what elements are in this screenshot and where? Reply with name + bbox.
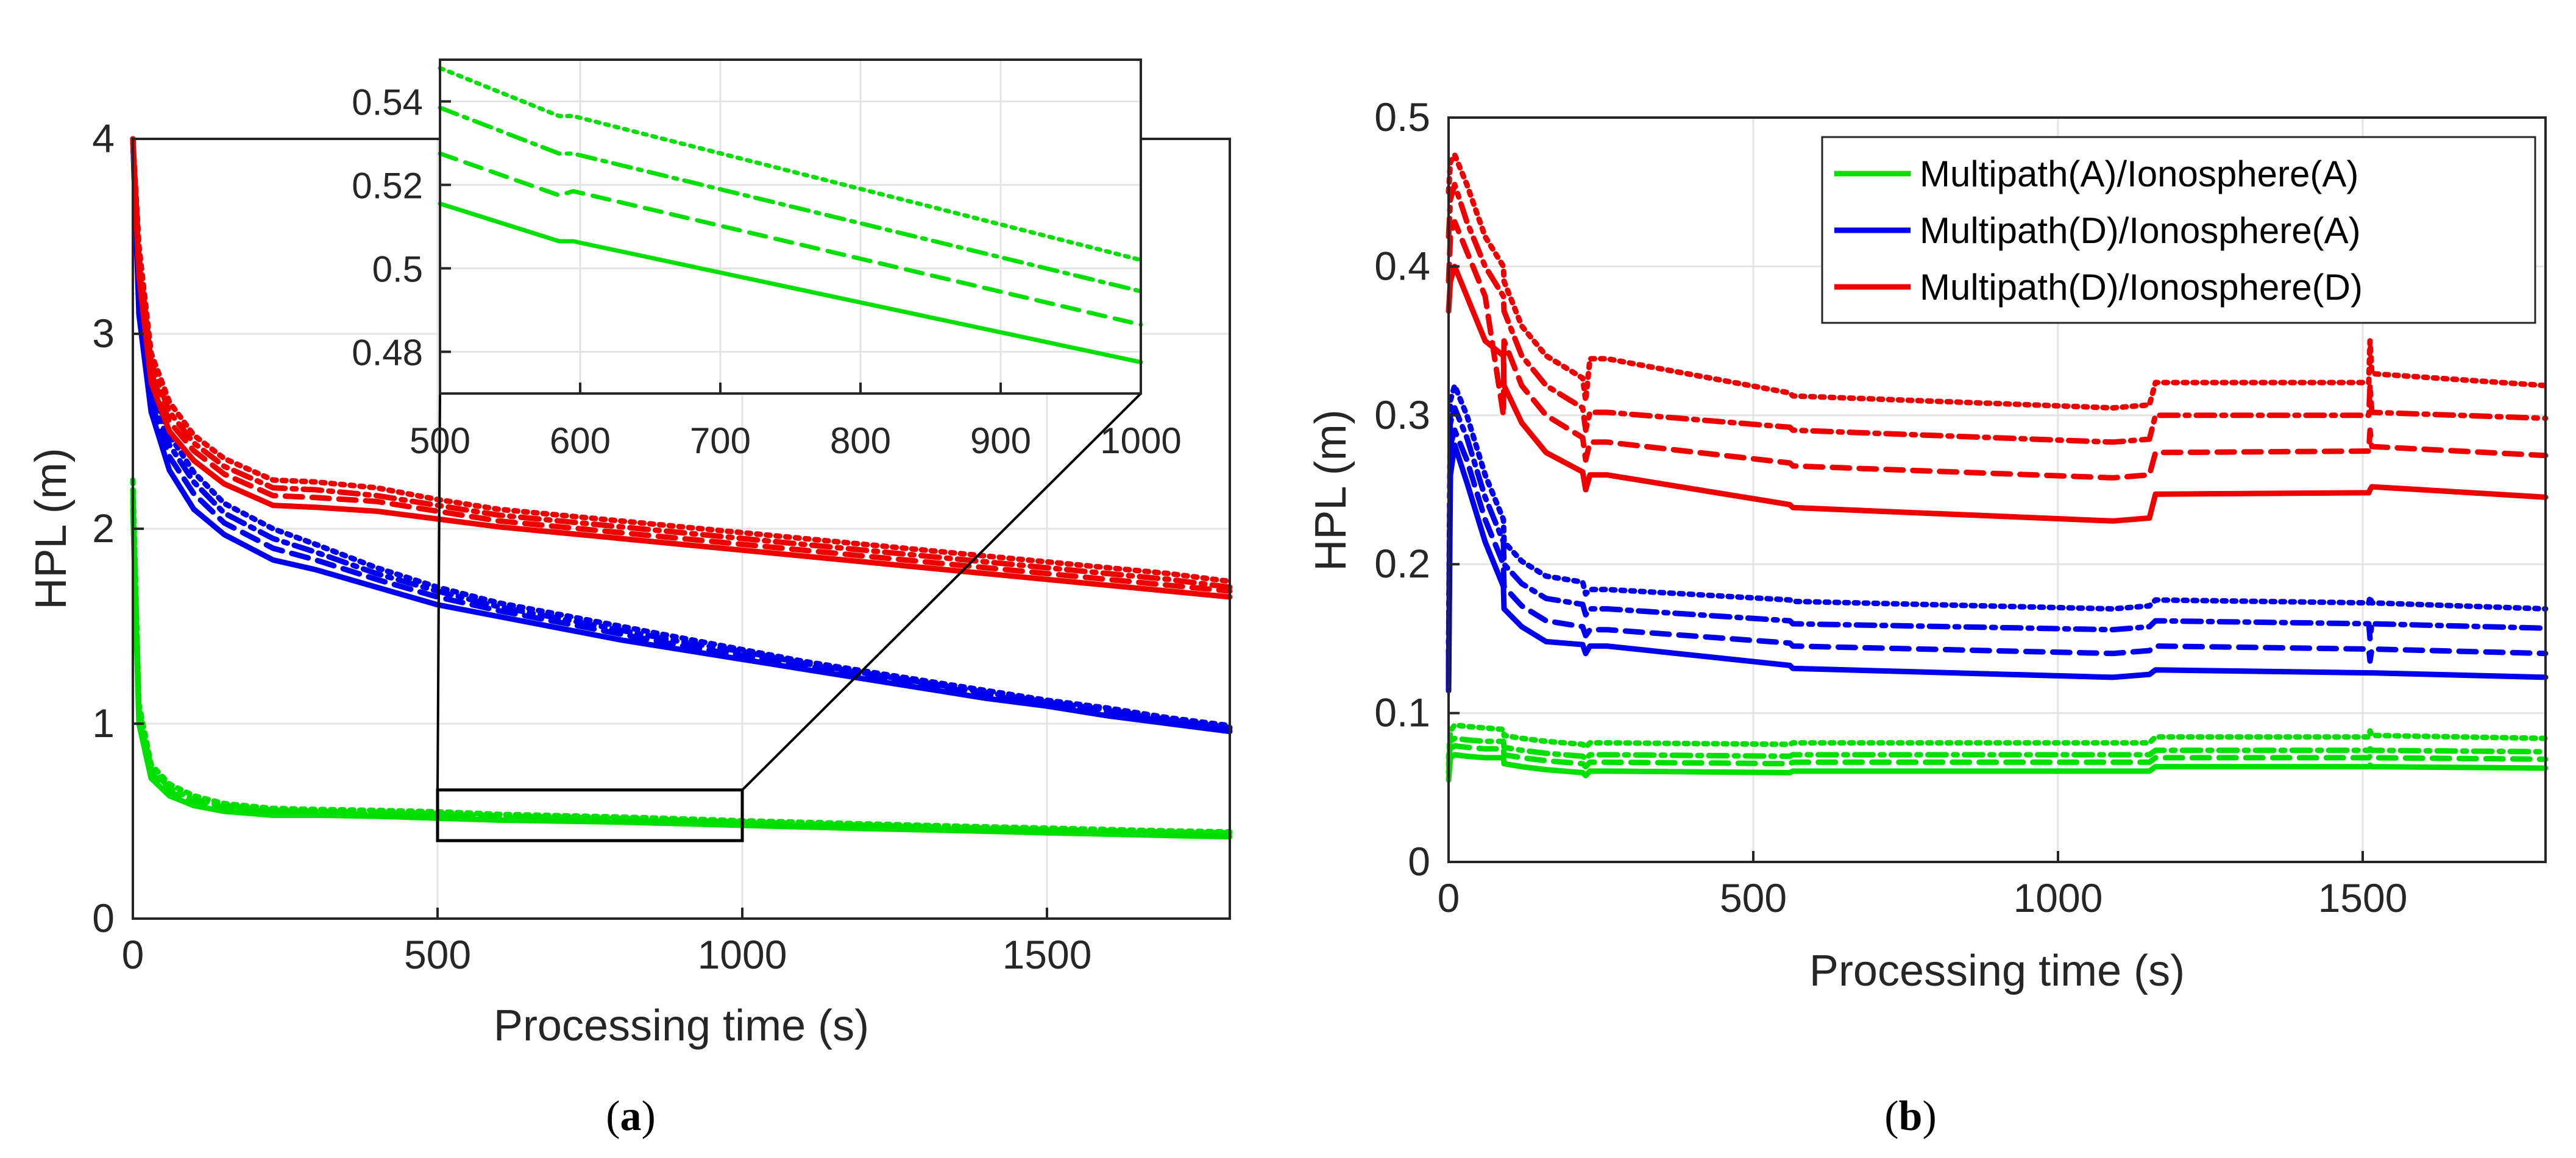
y-tick-label: 0.1 <box>1374 690 1430 735</box>
series-line-dashdot <box>1446 735 2549 768</box>
y-tick-label: 3 <box>92 311 115 356</box>
panel-a-inset: 500 600 700 800 900 1000 0.48 0.5 0.52 0.54 <box>352 58 1182 462</box>
inset-ticks: 500 600 700 800 900 1000 0.48 0.5 0.52 0.54 <box>352 82 1182 462</box>
series-line-dashdot <box>1446 405 2549 671</box>
panel-b-ylabel: HPL (m) <box>1307 409 1355 571</box>
y-tick-label: 0.2 <box>1374 541 1430 586</box>
panel-a: 0 500 1000 1500 0 1 2 3 4 Processing time (s) HP… <box>27 58 1233 1140</box>
zoom-connector-right <box>741 392 1142 791</box>
y-tick-label: 4 <box>92 116 115 161</box>
panel-a-label: (a) <box>606 1093 656 1140</box>
series-line-solid <box>1446 752 2549 783</box>
panel-b-series <box>1446 152 2549 783</box>
legend-box <box>1821 136 2536 324</box>
panel-b-xlabel: Processing time (s) <box>1809 947 2185 995</box>
x-tick-label: 700 <box>690 420 751 461</box>
legend-label: Multipath(D)/Ionosphere(A) <box>1920 210 2361 251</box>
legend-label: Multipath(D)/Ionosphere(D) <box>1920 267 2363 308</box>
inset-axes-frame <box>439 58 1142 395</box>
y-tick-label: 0.52 <box>352 166 423 207</box>
series-line-dashed <box>1446 743 2549 775</box>
x-tick-label: 800 <box>830 420 891 461</box>
legend-entries: Multipath(A)/Ionosphere(A) Multipath(D)/I… <box>1834 154 2363 308</box>
y-tick-label: 1 <box>92 701 115 746</box>
y-tick-label: 0.3 <box>1374 392 1430 437</box>
x-tick-label: 500 <box>1720 875 1787 920</box>
legend: Multipath(A)/Ionosphere(A) Multipath(D)/I… <box>1821 136 2536 324</box>
series-line-solid <box>130 136 1233 735</box>
series-line-dotted <box>130 477 1233 835</box>
legend-label: Multipath(A)/Ionosphere(A) <box>1920 154 2358 194</box>
panel-b-label: (b) <box>1884 1093 1937 1140</box>
series-line-dashed <box>1446 427 2549 687</box>
x-tick-label: 1000 <box>1100 420 1181 461</box>
x-tick-label: 600 <box>550 420 611 461</box>
y-tick-label: 0.5 <box>1374 94 1430 139</box>
panel-a-xlabel: Processing time (s) <box>494 1001 869 1050</box>
series-line-dotted <box>1446 722 2549 761</box>
x-tick-label: 1500 <box>2318 875 2408 920</box>
y-tick-label: 0 <box>92 895 115 941</box>
panel-b: 0 500 1000 1500 0 0.1 0.2 0.3 0.4 0.5 Processing … <box>1307 94 2549 1140</box>
y-tick-label: 2 <box>92 506 115 551</box>
panel-a-zoom-indicator <box>436 392 1142 842</box>
y-tick-label: 0.5 <box>372 249 423 290</box>
series-line-solid <box>130 136 1233 600</box>
panel-a-series <box>130 136 1233 840</box>
zoom-box <box>436 788 744 842</box>
x-tick-label: 0 <box>122 932 144 977</box>
x-tick-label: 0 <box>1438 875 1460 920</box>
series-line-dashdot <box>130 136 1233 730</box>
series-line-dashdot <box>438 105 1143 294</box>
series-line-dashed <box>438 151 1143 327</box>
series-line-dashdot <box>130 136 1233 590</box>
series-line-dotted <box>130 136 1233 729</box>
series-line-solid <box>1446 442 2549 694</box>
series-line-dotted <box>1446 152 2549 411</box>
x-tick-label: 500 <box>410 420 470 461</box>
panel-b-axes-frame <box>1447 116 2547 863</box>
y-tick-label: 0.48 <box>352 333 423 373</box>
zoom-connector-left <box>436 393 441 790</box>
y-tick-label: 0.54 <box>352 82 423 123</box>
series-line-dotted <box>130 136 1233 584</box>
x-tick-label: 1500 <box>1002 932 1092 977</box>
series-line-dashdot <box>1446 182 2549 445</box>
x-tick-label: 900 <box>970 420 1031 461</box>
series-line-dotted <box>438 66 1143 263</box>
series-line-dashed <box>130 136 1233 594</box>
x-tick-label: 1000 <box>2014 875 2103 920</box>
x-tick-label: 1000 <box>698 932 787 977</box>
panel-a-ylabel: HPL (m) <box>27 448 76 609</box>
series-line-dashed <box>1446 219 2549 481</box>
panel-a-ticks: 0 500 1000 1500 0 1 2 3 4 <box>92 116 1091 977</box>
series-line-dotted <box>1446 383 2549 657</box>
x-tick-label: 500 <box>404 932 471 977</box>
inset-series <box>438 66 1143 365</box>
panel-b-ticks: 0 500 1000 1500 0 0.1 0.2 0.3 0.4 0.5 <box>1374 94 2407 920</box>
series-line-solid <box>438 201 1143 365</box>
y-tick-label: 0 <box>1408 839 1430 884</box>
y-tick-label: 0.4 <box>1374 243 1430 288</box>
inset-background <box>440 60 1141 394</box>
series-line-solid <box>1446 263 2549 524</box>
